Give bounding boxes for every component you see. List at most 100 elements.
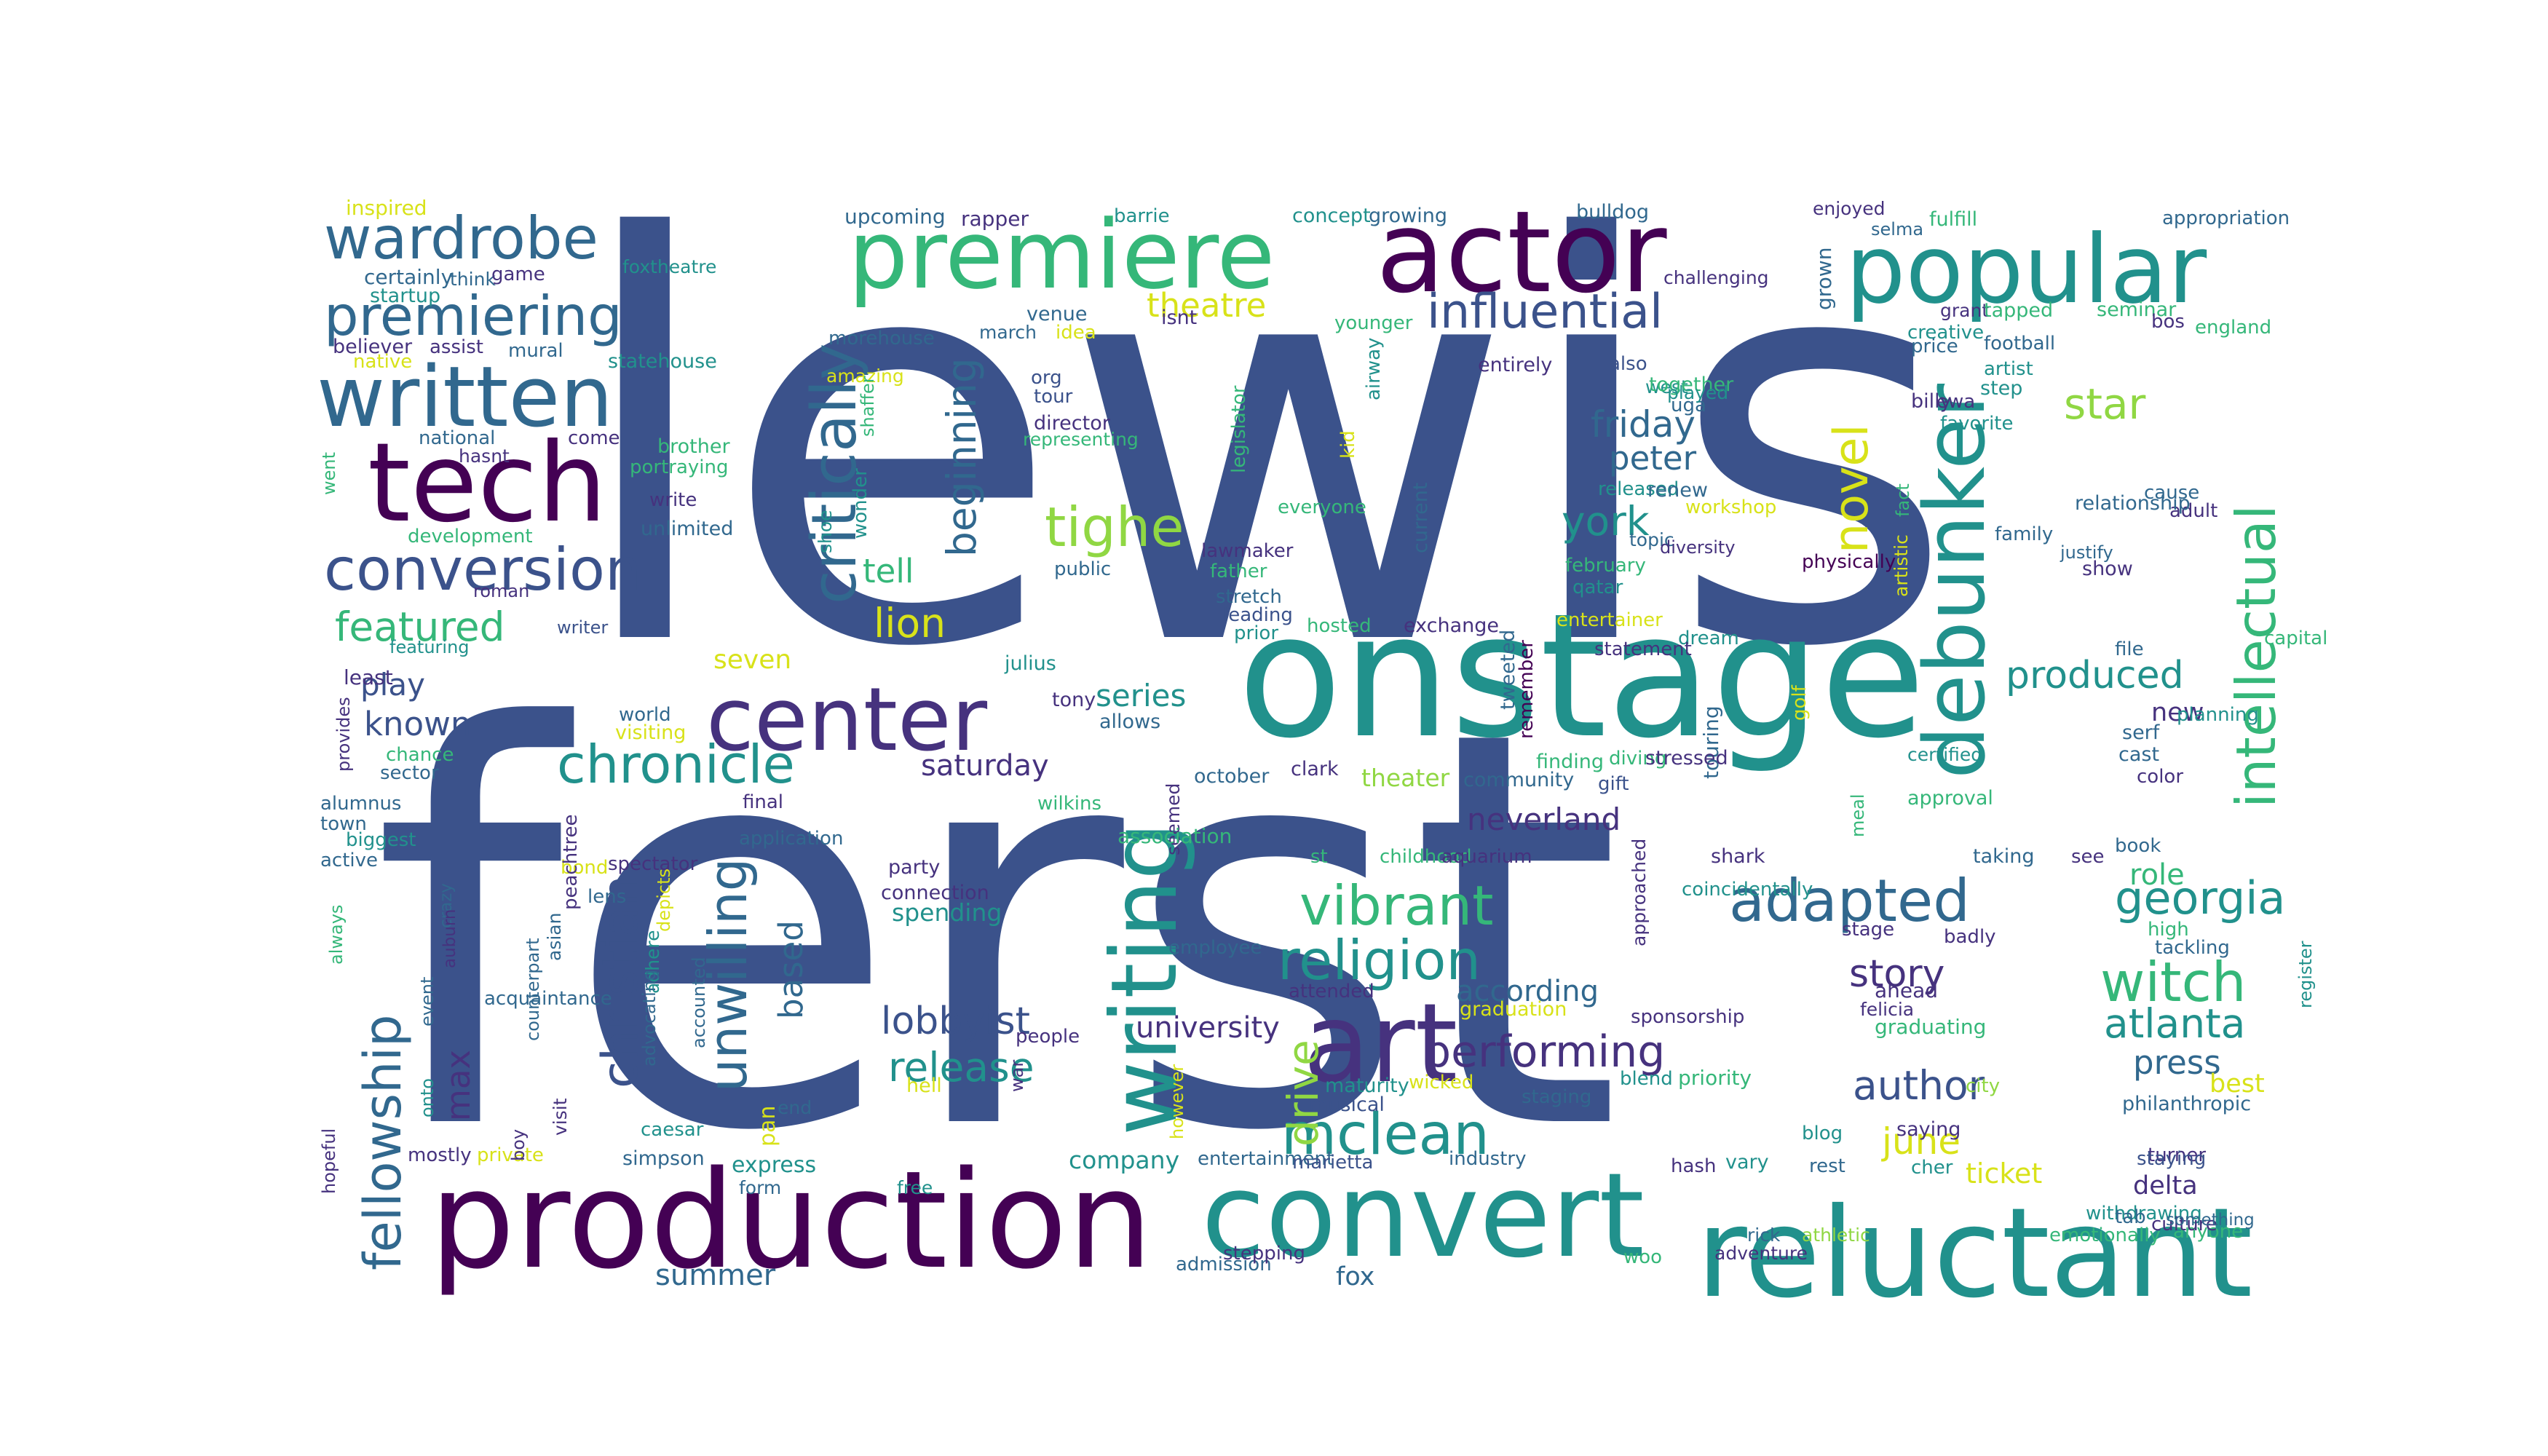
cloud-word-brother: brother (657, 435, 730, 458)
cloud-word-june: june (1881, 1120, 1961, 1163)
cloud-word-however: however (1167, 1064, 1187, 1139)
cloud-word-clark: clark (1291, 758, 1339, 780)
cloud-word-connection: connection (881, 882, 989, 904)
cloud-word-hash: hash (1671, 1155, 1716, 1177)
cloud-word-spending: spending (892, 898, 1002, 927)
cloud-word-graduating: graduating (1875, 1015, 1986, 1039)
cloud-word-foxtheatre: foxtheatre (622, 256, 716, 277)
cloud-word-come: come (568, 427, 620, 449)
cloud-word-acquaintance: acquaintance (484, 988, 612, 1010)
cloud-word-series: series (1096, 678, 1186, 713)
cloud-word-high: high (2148, 919, 2189, 941)
cloud-word-felicia: felicia (1860, 999, 1914, 1020)
cloud-word-morehouse: morehouse (828, 328, 935, 349)
cloud-word-mural: mural (508, 340, 563, 362)
cloud-word-father: father (1210, 561, 1267, 582)
cloud-word-christian: christian (592, 875, 649, 1088)
cloud-word-entirely: entirely (1478, 354, 1552, 376)
cloud-word-seemed: seemed (1163, 783, 1184, 855)
cloud-word-isnt: isnt (1161, 306, 1197, 329)
cloud-word-admission: admission (1176, 1254, 1272, 1275)
cloud-word-assist: assist (430, 336, 483, 358)
cloud-word-world: world (619, 704, 671, 726)
cloud-word-center: center (706, 670, 988, 771)
cloud-word-released: released (1598, 478, 1679, 500)
cloud-word-challenging: challenging (1663, 267, 1769, 288)
cloud-word-staying: staying (2137, 1148, 2206, 1170)
cloud-word-book: book (2115, 835, 2161, 857)
cloud-word-believer: believer (333, 336, 413, 358)
cloud-word-idea: idea (1056, 322, 1096, 344)
cloud-word-west: west (1645, 376, 1688, 397)
cloud-word-see: see (2071, 846, 2105, 868)
cloud-word-writing: writing (1092, 822, 1198, 1136)
cloud-word-relationship: relationship (2075, 492, 2191, 515)
cloud-word-wicked: wicked (1409, 1072, 1473, 1093)
cloud-word-org: org (1031, 367, 1062, 389)
cloud-word-actor: actor (1376, 186, 1667, 318)
cloud-word-anyone: anyone (2173, 1221, 2243, 1243)
cloud-word-diversity: diversity (1660, 537, 1736, 558)
cloud-word-amazing: amazing (826, 365, 904, 387)
cloud-word-accounted: accounted (689, 957, 709, 1048)
cloud-word-people: people (1016, 1026, 1080, 1048)
cloud-word-shark: shark (1711, 845, 1765, 868)
cloud-word-author: author (1853, 1062, 1985, 1109)
cloud-word-musical: musical (1309, 1093, 1385, 1116)
cloud-word-party: party (888, 856, 940, 879)
cloud-word-reluctant: reluctant (1696, 1182, 2252, 1326)
cloud-word-golf: golf (1789, 684, 1811, 721)
cloud-word-biggest: biggest (346, 829, 416, 851)
cloud-word-certainly: certainly (364, 265, 453, 289)
cloud-word-october: october (1194, 765, 1270, 788)
cloud-word-peachtree: peachtree (560, 814, 582, 910)
cloud-word-atlanta: atlanta (2104, 1000, 2245, 1047)
cloud-word-football: football (1984, 333, 2055, 355)
cloud-word-stressed: stressed (1645, 747, 1728, 769)
cloud-word-julius: julius (1004, 652, 1056, 675)
cloud-word-private: private (477, 1144, 544, 1166)
cloud-word-artistic: artistic (1891, 534, 1912, 597)
cloud-word-st: st (1310, 846, 1328, 868)
cloud-word-adhere: adhere (642, 930, 663, 994)
cloud-word-hell: hell (906, 1075, 942, 1097)
cloud-word-planning: planning (2177, 704, 2259, 726)
cloud-word-family: family (1995, 523, 2053, 545)
cloud-word-remember: remember (1516, 640, 1538, 739)
cloud-word-story: story (1849, 952, 1944, 996)
cloud-word-caesar: caesar (641, 1119, 704, 1141)
cloud-word-taking: taking (1973, 845, 2035, 868)
cloud-word-certified: certified (1907, 744, 1982, 765)
cloud-word-spectator: spectator (608, 853, 698, 875)
cloud-word-lewis: lewis (568, 124, 1956, 768)
cloud-word-star: star (2064, 379, 2146, 429)
cloud-word-writer: writer (557, 617, 608, 638)
cloud-word-asian: asian (544, 913, 565, 961)
cloud-word-association: association (1117, 824, 1232, 848)
cloud-word-exchange: exchange (1404, 614, 1499, 637)
cloud-word-religion: religion (1278, 928, 1481, 992)
cloud-word-counterpart: counterpart (523, 938, 543, 1041)
cloud-word-tell: tell (863, 552, 914, 590)
cloud-word-lobbyist: lobbyist (881, 1000, 1030, 1043)
cloud-word-graduation: graduation (1460, 998, 1567, 1021)
cloud-word-tweeted: tweeted (1497, 630, 1519, 710)
cloud-word-gift: gift (1598, 773, 1629, 795)
cloud-word-city: city (1966, 1075, 2000, 1097)
cloud-word-ticket: ticket (1966, 1158, 2042, 1190)
cloud-word-creative: creative (1907, 322, 1984, 344)
cloud-word-visiting: visiting (615, 721, 686, 744)
cloud-word-badly: badly (1944, 926, 1996, 948)
cloud-word-native: native (353, 351, 412, 373)
cloud-word-best: best (2209, 1069, 2265, 1099)
cloud-word-uga: uga (1671, 395, 1706, 416)
cloud-word-tapped: tapped (1984, 299, 2053, 322)
cloud-word-inspired: inspired (346, 196, 427, 220)
cloud-word-cause: cause (2144, 482, 2199, 504)
cloud-word-price: price (1911, 336, 1958, 357)
cloud-word-tighe: tighe (1045, 495, 1184, 559)
cloud-word-fellowship: fellowship (353, 1015, 413, 1270)
cloud-word-least: least (344, 665, 393, 689)
cloud-word-withdrawing: withdrawing (2086, 1203, 2202, 1224)
cloud-word-tony: tony (1052, 689, 1096, 711)
